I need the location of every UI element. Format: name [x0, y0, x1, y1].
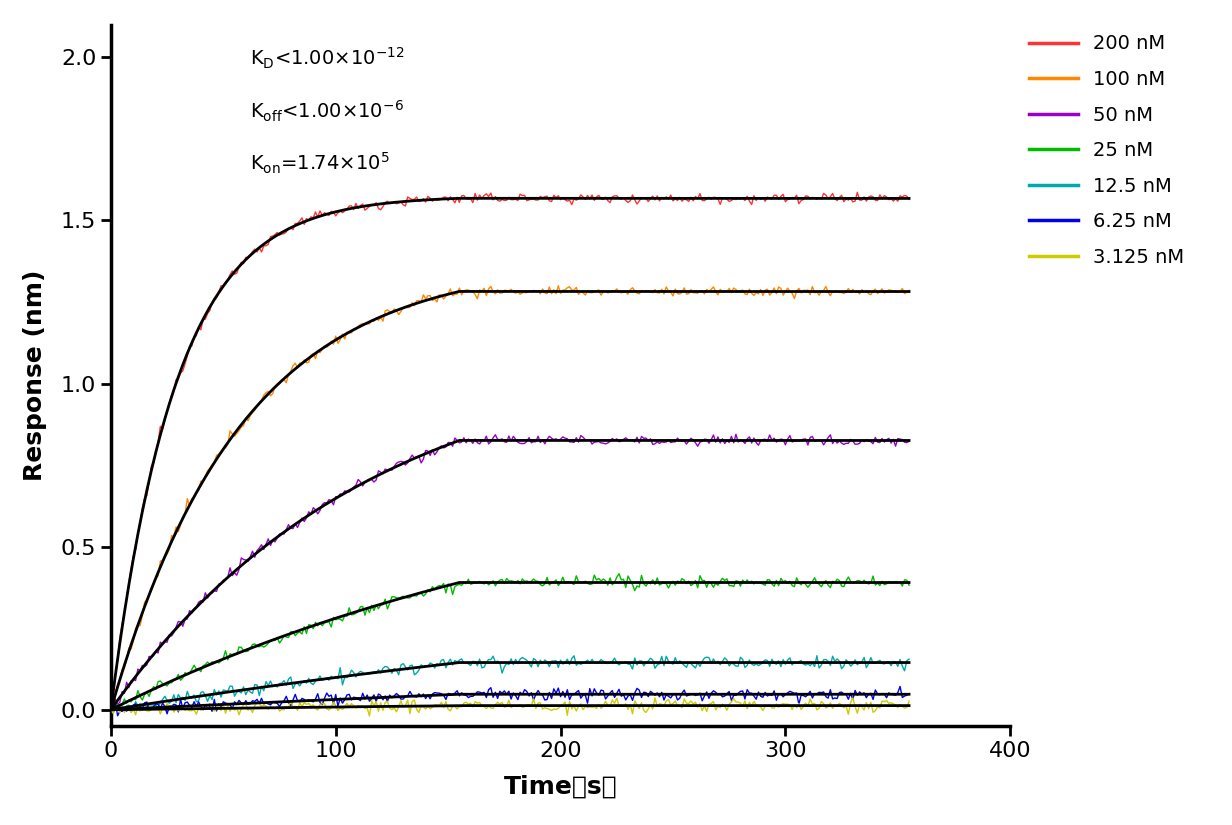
Text: $\mathregular{K_{off}}$<1.00×10$\mathregular{^{-6}}$: $\mathregular{K_{off}}$<1.00×10$\mathreg… [250, 98, 404, 124]
Y-axis label: Response (nm): Response (nm) [23, 270, 47, 481]
X-axis label: Time（s）: Time（s） [504, 775, 617, 799]
Legend: 200 nM, 100 nM, 50 nM, 25 nM, 12.5 nM, 6.25 nM, 3.125 nM: 200 nM, 100 nM, 50 nM, 25 nM, 12.5 nM, 6… [1029, 35, 1184, 266]
Text: $\mathregular{K_D}$<1.00×10$\mathregular{^{-12}}$: $\mathregular{K_D}$<1.00×10$\mathregular… [250, 45, 405, 71]
Text: $\mathregular{K_{on}}$=1.74×10$\mathregular{^{5}}$: $\mathregular{K_{on}}$=1.74×10$\mathregu… [250, 151, 389, 177]
